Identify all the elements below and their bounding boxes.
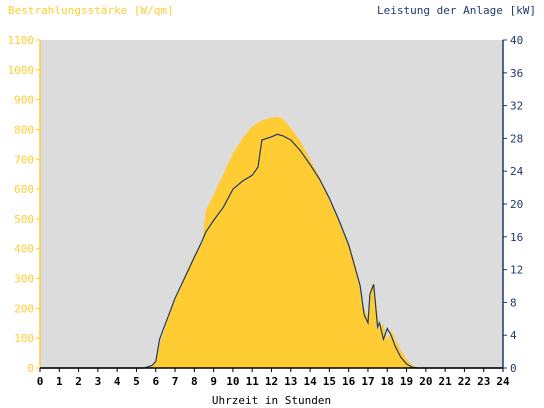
irradiance-area [40, 116, 503, 369]
x-tick-label: 7 [172, 375, 179, 388]
y-left-tick-label: 300 [14, 273, 34, 286]
x-tick-label: 5 [133, 375, 140, 388]
y-right-axis-label: Leistung der Anlage [kW] [377, 4, 536, 17]
y-right-tick-label: 24 [510, 165, 524, 178]
y-left-tick-label: 500 [14, 213, 34, 226]
x-tick-label: 10 [226, 375, 239, 388]
y-right-tick-label: 36 [510, 67, 523, 80]
y-left-tick-label: 100 [14, 332, 34, 345]
y-right-tick-label: 0 [510, 362, 517, 375]
x-tick-label: 0 [37, 375, 44, 388]
x-tick-label: 23 [477, 375, 490, 388]
x-tick-label: 6 [152, 375, 159, 388]
y-right-tick-label: 12 [510, 264, 523, 277]
power-line [40, 133, 503, 369]
x-tick-label: 4 [114, 375, 121, 388]
y-left-axis-label: Bestrahlungsstärke [W/qm] [8, 4, 174, 17]
y-right-tick-label: 32 [510, 100, 523, 113]
x-tick-label: 13 [284, 375, 297, 388]
x-tick-label: 24 [496, 375, 510, 388]
x-axis-label: Uhrzeit in Stunden [212, 394, 331, 407]
x-tick-label: 14 [303, 375, 317, 388]
y-right-tick-label: 16 [510, 231, 523, 244]
x-tick-label: 21 [439, 375, 453, 388]
x-tick-label: 16 [342, 375, 356, 388]
x-tick-label: 19 [400, 375, 413, 388]
y-right-tick-label: 28 [510, 132, 523, 145]
y-left-tick-label: 1100 [8, 34, 35, 47]
x-tick-label: 22 [458, 375, 471, 388]
y-left-tick-label: 1000 [8, 64, 35, 77]
x-tick-label: 18 [381, 375, 394, 388]
y-left-tick-label: 0 [27, 362, 34, 375]
y-right-tick-label: 8 [510, 296, 517, 309]
x-tick-label: 2 [75, 375, 82, 388]
y-right-tick-label: 40 [510, 34, 523, 47]
x-tick-label: 8 [191, 375, 198, 388]
y-left-tick-label: 700 [14, 153, 34, 166]
axes-layer: 0100200300400500600700800900100011000481… [8, 34, 524, 388]
y-left-tick-label: 200 [14, 302, 34, 315]
y-left-tick-label: 900 [14, 94, 34, 107]
x-tick-label: 3 [95, 375, 102, 388]
x-tick-label: 1 [56, 375, 63, 388]
y-left-tick-label: 800 [14, 123, 34, 136]
y-left-tick-label: 400 [14, 243, 34, 256]
x-tick-label: 11 [246, 375, 260, 388]
x-tick-label: 17 [361, 375, 374, 388]
x-tick-label: 9 [210, 375, 217, 388]
series-layer [40, 116, 503, 369]
x-tick-label: 15 [323, 375, 336, 388]
y-left-tick-label: 600 [14, 183, 34, 196]
y-right-tick-label: 4 [510, 329, 517, 342]
y-right-tick-label: 20 [510, 198, 523, 211]
x-tick-label: 20 [419, 375, 432, 388]
x-tick-label: 12 [265, 375, 278, 388]
